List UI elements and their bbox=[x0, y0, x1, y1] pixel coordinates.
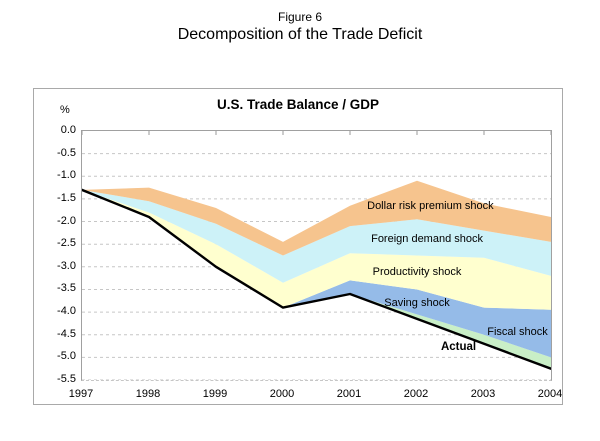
annotation-fiscal-shock: Fiscal shock bbox=[487, 325, 548, 338]
figure-caption: Figure 6 bbox=[277, 10, 323, 24]
x-axis-tick-label: 1997 bbox=[68, 388, 94, 400]
y-axis-tick-label: -5.5 bbox=[57, 373, 76, 385]
x-axis-tick-label: 2001 bbox=[336, 388, 362, 400]
annotation-foreign-demand-shock: Foreign demand shock bbox=[371, 232, 483, 245]
y-axis-unit-label: % bbox=[60, 104, 70, 116]
x-axis-tick-label: 2002 bbox=[403, 388, 429, 400]
figure-title: Decomposition of the Trade Deficit bbox=[177, 26, 423, 43]
annotation-dollar-risk-premium-shock: Dollar risk premium shock bbox=[367, 200, 494, 213]
y-axis-tick-label: -3.5 bbox=[57, 282, 76, 295]
y-axis-tick-label: -1.0 bbox=[57, 169, 76, 182]
band-foreign-demand-shock bbox=[82, 189, 551, 283]
band-dollar-risk-premium-shock bbox=[82, 180, 551, 256]
chart-box: U.S. Trade Balance / GDP % 0.0 -0.5 -1.0 -1… bbox=[33, 88, 563, 405]
annotation-productivity-shock: Productivity shock bbox=[372, 265, 462, 278]
actual-line bbox=[82, 188, 551, 370]
y-axis-tick-label: -2.5 bbox=[57, 237, 76, 250]
stacked-area-chart-svg bbox=[82, 131, 551, 380]
annotation-saving-shock: Saving shock bbox=[384, 297, 450, 310]
y-axis-tick-label: -3.0 bbox=[57, 259, 76, 272]
y-axis-tick-label: -4.0 bbox=[57, 305, 76, 318]
y-axis-tick-label: 0.0 bbox=[60, 124, 76, 136]
x-axis-tick-label: 2004 bbox=[537, 388, 563, 400]
x-axis-tick-label: 1999 bbox=[202, 388, 228, 400]
annotation-actual: Actual bbox=[440, 341, 477, 354]
y-axis-tick-label: -5.0 bbox=[57, 350, 76, 363]
plot-area: Dollar risk premium shock Foreign demand … bbox=[81, 130, 552, 381]
x-axis-tick-label: 2003 bbox=[470, 388, 496, 400]
y-axis-tick-label: -1.5 bbox=[57, 191, 76, 204]
band-productivity-shock bbox=[82, 189, 551, 310]
x-axis-tick-label: 1998 bbox=[135, 388, 161, 400]
y-axis-tick-label: -4.5 bbox=[57, 327, 76, 340]
y-axis-tick-label: -0.5 bbox=[57, 146, 76, 159]
x-axis-tick-label: 2000 bbox=[269, 388, 295, 400]
y-axis-tick-label: -2.0 bbox=[57, 214, 76, 227]
band-saving-shock bbox=[82, 189, 551, 358]
chart-title: U.S. Trade Balance / GDP bbox=[216, 97, 380, 112]
